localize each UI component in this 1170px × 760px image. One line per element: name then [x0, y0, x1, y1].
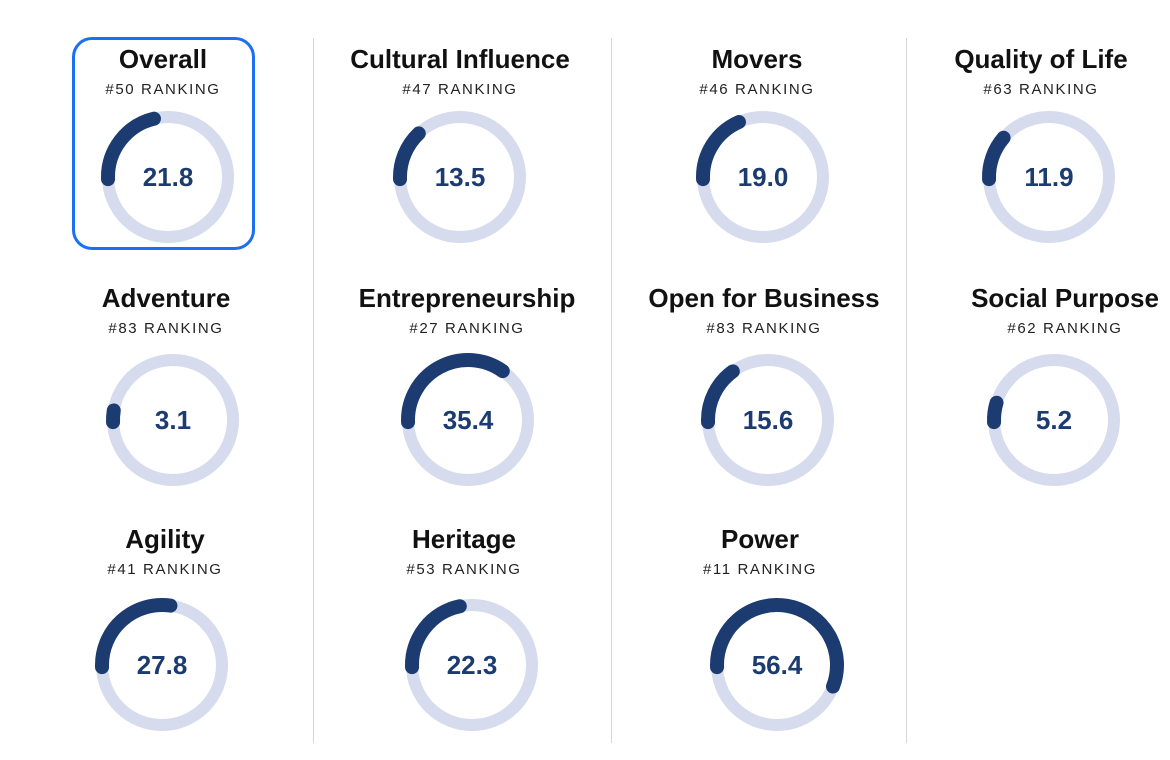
gauge-value-arc: [710, 597, 844, 694]
gauge-title: Agility: [125, 524, 205, 554]
gauge-title: Adventure: [101, 283, 231, 313]
gauge-value-label: 21.8: [143, 162, 194, 192]
gauge-value-label: 56.4: [752, 650, 803, 680]
gauge-ring: 13.5: [393, 111, 526, 243]
divider: [611, 38, 612, 743]
gauge-ranking: #63 RANKING: [983, 81, 1099, 98]
gauge-ring: 5.2: [987, 354, 1120, 486]
gauge-value-arc: [101, 111, 161, 187]
gauge-ring: 11.9: [982, 111, 1115, 243]
gauge-ranking: #50 RANKING: [105, 81, 221, 98]
gauge-ring: 15.6: [701, 354, 834, 486]
gauge-value-arc: [987, 395, 1004, 430]
gauge-ring: 56.4: [710, 597, 844, 731]
gauge-ranking: #53 RANKING: [406, 561, 522, 578]
gauge-title: Cultural Influence: [350, 44, 570, 74]
gauge-value-arc: [95, 598, 178, 675]
divider: [313, 38, 314, 743]
gauge-ring: 3.1: [106, 354, 239, 486]
gauge-title: Movers: [711, 44, 803, 74]
gauge-value-arc: [106, 403, 121, 430]
gauge-ring: 27.8: [95, 598, 228, 731]
gauge-ring: 22.3: [405, 599, 538, 731]
gauge-ring: 21.8: [101, 111, 234, 243]
gauge-value-arc: [393, 126, 426, 187]
gauge-title: Entrepreneurship: [358, 283, 576, 313]
gauge-value-arc: [696, 115, 746, 187]
gauge-title: Quality of Life: [954, 44, 1128, 74]
gauge-value-arc: [401, 353, 510, 430]
divider: [906, 38, 907, 743]
gauge-title: Open for Business: [648, 283, 880, 313]
gauge-value-label: 35.4: [443, 405, 494, 435]
gauge-value-label: 11.9: [1024, 162, 1073, 192]
gauge-ranking: #47 RANKING: [402, 81, 518, 98]
gauge-ring: 19.0: [696, 111, 829, 243]
gauge-ranking: #27 RANKING: [409, 320, 525, 337]
gauge-value-arc: [701, 364, 740, 430]
gauge-ranking: #62 RANKING: [1007, 320, 1123, 337]
gauge-title: Social Purpose: [971, 283, 1159, 313]
gauge-ranking: #11 RANKING: [702, 561, 818, 578]
gauge-value-arc: [982, 130, 1011, 187]
gauge-ranking: #83 RANKING: [706, 320, 822, 337]
gauge-title: Heritage: [411, 524, 517, 554]
selected-card-frame[interactable]: [72, 37, 255, 250]
gauge-value-label: 27.8: [137, 650, 188, 680]
gauge-title: Power: [720, 524, 800, 554]
gauge-value-label: 13.5: [435, 162, 486, 192]
gauge-ring: 35.4: [401, 353, 534, 486]
gauge-value-arc: [405, 599, 467, 675]
gauge-value-label: 5.2: [1036, 405, 1072, 435]
gauge-value-label: 19.0: [738, 162, 789, 192]
gauge-ranking: #41 RANKING: [107, 561, 223, 578]
gauge-value-label: 22.3: [447, 650, 498, 680]
gauge-value-label: 15.6: [743, 405, 794, 435]
gauge-ranking: #46 RANKING: [699, 81, 815, 98]
gauge-ranking: #83 RANKING: [108, 320, 224, 337]
gauge-value-label: 3.1: [155, 405, 191, 435]
gauge-title: Overall: [118, 44, 208, 74]
